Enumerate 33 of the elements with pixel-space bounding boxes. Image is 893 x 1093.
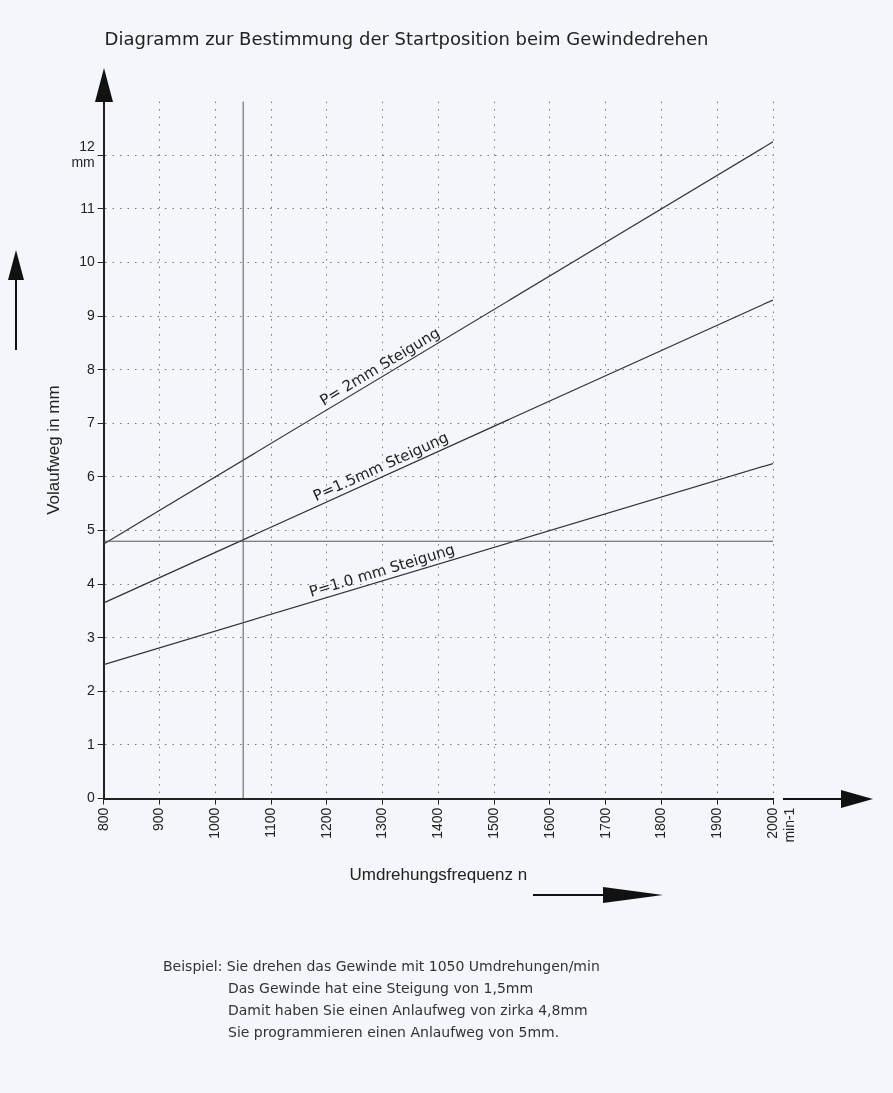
x-tick-label: 1000	[206, 807, 223, 839]
x-axis-title: Umdrehungsfrequenz n	[349, 865, 528, 885]
text: Beispiel: Sie drehen das Gewinde mit 1050 Umdrehungen/min	[163, 957, 600, 976]
text: Das Gewinde hat eine Steigung von 1,5mm	[227, 979, 535, 998]
y-tick-label: 3	[86, 628, 95, 645]
x-tick-label: 1500	[484, 807, 501, 839]
y-tick-label: 2	[86, 682, 95, 699]
y-tick-label: 11	[80, 199, 95, 216]
text: Damit haben Sie einen Anlaufweg von zirka 4,8mm	[227, 1001, 589, 1020]
x-tick-label: 1100	[261, 807, 278, 838]
x-tick-label: 900	[150, 807, 167, 831]
x-tick-label: 1400	[429, 807, 446, 839]
y-tick-label: 12 mm	[71, 137, 95, 171]
x-tick-label: 1900	[708, 807, 725, 839]
y-tick-label: 5	[86, 521, 95, 538]
y-tick-label: 9	[86, 306, 95, 323]
text: Sie programmieren einen Anlaufweg von 5mm.	[227, 1023, 561, 1042]
x-tick-label: 1200	[317, 807, 334, 839]
y-tick-label: 10	[79, 253, 95, 270]
x-tick-label: 1700	[596, 807, 613, 839]
x-tick-label: 1800	[652, 807, 669, 839]
y-tick-label: 7	[86, 414, 95, 431]
x-tick-label: 2000 min-1	[763, 807, 797, 843]
chart-title: Diagramm zur Bestimmung der Startposition beim Gewindedrehen	[104, 28, 709, 50]
y-tick-label: 0	[86, 789, 95, 806]
x-tick-label: 800	[94, 807, 111, 831]
y-tick-label: 1	[86, 735, 95, 752]
y-tick-label: 8	[86, 360, 95, 377]
x-tick-label: 1300	[373, 807, 390, 839]
y-tick-label: 6	[86, 467, 95, 484]
y-axis-title: Volaufweg in mm	[43, 385, 63, 515]
x-tick-label: 1600	[540, 807, 557, 839]
y-tick-label: 4	[86, 574, 95, 591]
